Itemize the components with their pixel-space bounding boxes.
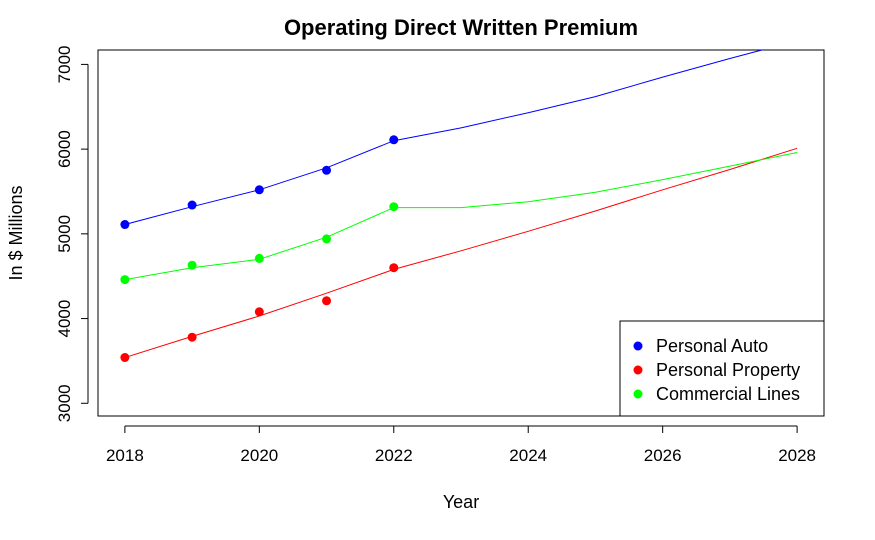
- data-point: [254, 185, 264, 195]
- data-point: [389, 263, 399, 273]
- data-point: [120, 220, 130, 230]
- x-tick-label: 2026: [644, 446, 682, 465]
- plot-area: [97, 49, 825, 417]
- data-point: [120, 275, 130, 285]
- x-tick-label: 2028: [778, 446, 816, 465]
- x-tick-label: 2020: [240, 446, 278, 465]
- data-point: [120, 353, 130, 363]
- series-lines: [124, 50, 798, 358]
- y-tick-label: 6000: [55, 130, 74, 168]
- x-tick-label: 2024: [509, 446, 547, 465]
- x-axis: 2018 2020 2022 2024 2026 2028: [106, 425, 816, 465]
- data-point: [254, 307, 264, 317]
- y-tick-label: 5000: [55, 215, 74, 253]
- data-point: [322, 165, 332, 175]
- x-tick-label: 2022: [375, 446, 413, 465]
- x-axis-label: Year: [443, 492, 479, 512]
- data-point: [322, 296, 332, 306]
- series-line: [124, 152, 798, 281]
- chart-title: Operating Direct Written Premium: [284, 15, 638, 40]
- data-point: [187, 260, 197, 270]
- legend-box: [619, 320, 825, 417]
- legend-label: Personal Auto: [656, 336, 768, 356]
- y-axis-label: In $ Millions: [6, 185, 26, 280]
- series-line: [124, 50, 764, 225]
- data-point: [389, 135, 399, 145]
- y-tick-label: 4000: [55, 300, 74, 338]
- legend: Personal Auto Personal Property Commercial…: [619, 320, 825, 417]
- y-tick-label: 3000: [55, 384, 74, 422]
- y-axis: 3000 4000 5000 6000 7000: [55, 45, 89, 422]
- data-point: [389, 202, 399, 212]
- data-point: [254, 253, 264, 263]
- legend-marker: [633, 365, 643, 375]
- legend-marker: [633, 341, 643, 351]
- x-tick-label: 2018: [106, 446, 144, 465]
- series-points: [120, 135, 399, 363]
- data-point: [322, 234, 332, 244]
- data-point: [187, 200, 197, 210]
- series-line: [124, 147, 798, 358]
- data-point: [187, 332, 197, 342]
- legend-label: Personal Property: [656, 360, 800, 380]
- legend-marker: [633, 389, 643, 399]
- y-tick-label: 7000: [55, 45, 74, 83]
- legend-label: Commercial Lines: [656, 384, 800, 404]
